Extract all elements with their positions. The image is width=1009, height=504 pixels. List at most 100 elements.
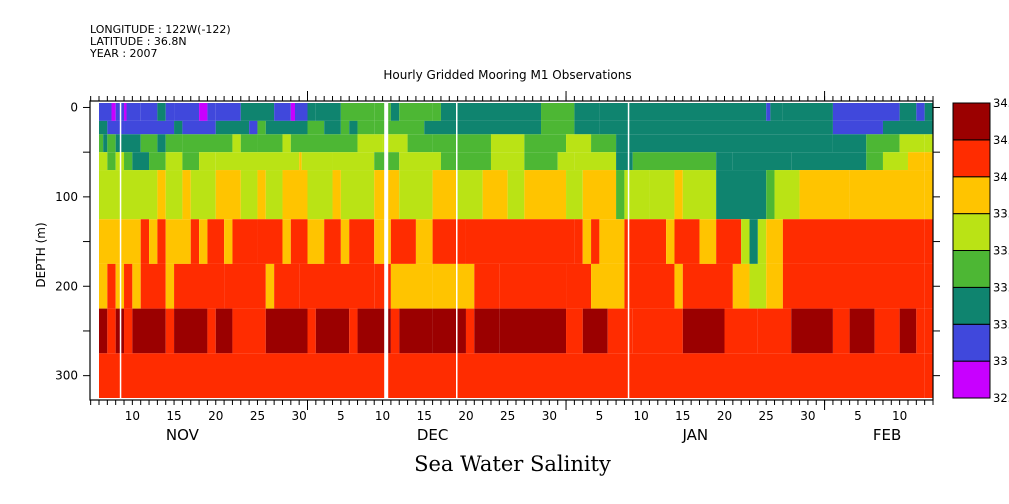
heatmap-cell [574, 103, 600, 121]
heatmap-cell [174, 263, 225, 309]
heatmap-cell [374, 263, 391, 309]
heatmap-cell [265, 263, 275, 309]
heatmap-cell [157, 103, 166, 121]
heatmap-cell [574, 120, 600, 135]
x-tick-label: 10 [892, 409, 907, 423]
heatmap-cell [782, 263, 925, 309]
heatmap-cell [132, 308, 166, 354]
heatmap-cell [916, 103, 925, 121]
heatmap-cell [716, 170, 767, 220]
heatmap-cell [782, 103, 833, 121]
heatmap-cell [374, 120, 425, 135]
heatmap-cell [482, 170, 508, 220]
latitude-label: LATITUDE : 36.8N [90, 35, 187, 48]
heatmap-cell [249, 120, 258, 135]
heatmap-cell [499, 308, 567, 354]
heatmap-cells [99, 103, 933, 398]
heatmap-cell [582, 308, 608, 354]
heatmap-cell [340, 103, 375, 121]
heatmap-cell [566, 134, 592, 153]
heatmap-cell [215, 103, 241, 121]
heatmap-cell [107, 134, 116, 153]
heatmap-cell [340, 170, 375, 220]
month-label: NOV [166, 426, 200, 444]
heatmap-cell [324, 219, 341, 264]
heatmap-cell [207, 103, 216, 121]
data-gap-line [456, 103, 458, 398]
heatmap-cell [682, 263, 733, 309]
heatmap-cell [674, 170, 683, 220]
heatmap-cell [432, 103, 441, 121]
heatmap-cell [924, 170, 933, 220]
heatmap-cell [924, 219, 933, 264]
heatmap-cell [157, 170, 166, 220]
heatmap-cell [257, 134, 283, 153]
heatmap-cell [457, 170, 483, 220]
heatmap-cell [474, 263, 500, 309]
heatmap-cell [257, 219, 283, 264]
heatmap-cell [132, 152, 150, 171]
heatmap-cell [524, 170, 567, 220]
month-label: FEB [873, 426, 901, 444]
heatmap-cell [282, 170, 308, 220]
heatmap-cell [507, 170, 525, 220]
heatmap-cell [766, 170, 775, 220]
heatmap-cell [624, 263, 675, 309]
x-tick-label: 15 [675, 409, 690, 423]
heatmap-cell [111, 103, 116, 121]
heatmap-cell [616, 134, 833, 153]
heatmap-cell [440, 152, 491, 171]
heatmap-cell [307, 219, 325, 264]
heatmap-cell [240, 103, 275, 121]
heatmap-cell [290, 103, 295, 121]
heatmap-cell [382, 134, 408, 153]
heatmap-cell [307, 308, 316, 354]
x-tick-label: 25 [500, 409, 515, 423]
heatmap-cell [524, 152, 558, 171]
heatmap-cell [324, 120, 341, 135]
heatmap-cell [699, 219, 717, 264]
heatmap-cell [832, 308, 850, 354]
x-tick-label: 25 [759, 409, 774, 423]
x-tick-label: 20 [458, 409, 473, 423]
heatmap-cell [165, 134, 183, 153]
heatmap-cell [99, 170, 158, 220]
heatmap-cell [916, 308, 925, 354]
heatmap-cell [299, 152, 302, 171]
heatmap-cell [199, 152, 216, 171]
heatmap-cell [199, 219, 208, 264]
heatmap-cell [682, 170, 717, 220]
heatmap-cell [749, 219, 758, 264]
heatmap-cell [357, 120, 375, 135]
heatmap-cell [866, 152, 883, 171]
heatmap-cell [399, 152, 441, 171]
heatmap-cell [882, 120, 933, 135]
heatmap-cell [582, 219, 592, 264]
heatmap-cell [182, 170, 191, 220]
heatmap-cell [215, 308, 233, 354]
heatmap-cell [215, 170, 241, 220]
heatmap-cell [907, 152, 925, 171]
heatmap-cell [465, 308, 475, 354]
heatmap-cell [874, 308, 900, 354]
heatmap-cell [390, 308, 400, 354]
chart-title-text: Hourly Gridded Mooring M1 Observations [383, 68, 632, 82]
y-axis-label: DEPTH (m) [34, 222, 48, 287]
heatmap-cell [232, 219, 258, 264]
heatmap-cell [165, 219, 191, 264]
heatmap-cell [357, 134, 383, 153]
heatmap-cell [490, 152, 525, 171]
y-tick-label: 200 [55, 279, 78, 293]
heatmap-cell [882, 152, 908, 171]
heatmap-cell [174, 103, 200, 121]
heatmap-cell [174, 120, 183, 135]
chart-title: Hourly Gridded Mooring M1 Observations [0, 68, 1009, 82]
heatmap-cell [315, 103, 341, 121]
x-tick-label: 25 [250, 409, 265, 423]
heatmap-cell [132, 263, 141, 309]
heatmap-cell [616, 152, 633, 171]
heatmap-cell [99, 103, 112, 121]
heatmap-cell [924, 263, 933, 309]
colorbar: 32.8 33 33.2 33.4 33.6 33.8 34 34.2 34.4 [952, 96, 1009, 405]
heatmap-cell [265, 120, 308, 135]
